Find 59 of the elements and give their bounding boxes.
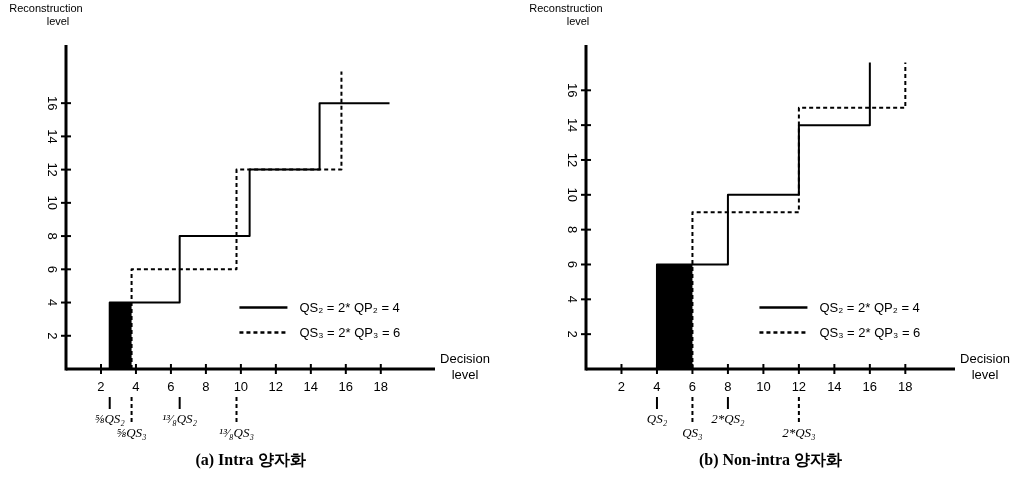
y-axis-title: Reconstruction level xyxy=(9,2,83,27)
annotation: QS₃ xyxy=(682,425,703,440)
y-tick-label: 12 xyxy=(44,162,60,177)
annotation: 2*QS₂ xyxy=(711,411,746,426)
x-tick-label: 18 xyxy=(373,379,389,394)
y-tick-label: 2 xyxy=(44,332,60,340)
y-tick-label: 14 xyxy=(564,117,580,133)
annotation-leader: QS₂ xyxy=(646,396,668,426)
annotation-leader: ⅝QS₂ xyxy=(94,396,125,426)
legend-label: QS₂ = 2* QP₂ = 4 xyxy=(819,300,920,316)
y-tick-label: 8 xyxy=(564,226,580,234)
annotation-leader: 2*QS₂ xyxy=(711,396,745,426)
y-tick-label: 6 xyxy=(564,260,580,269)
annotation: ¹³⁄₈QS₂ xyxy=(162,411,198,426)
legend-label: QS₃ = 2* QP₃ = 6 xyxy=(299,325,401,341)
annotation: ⅝QS₃ xyxy=(116,425,147,440)
x-tick-label: 12 xyxy=(268,379,284,394)
text: (b) Non-intra 양자화 xyxy=(698,451,843,469)
x-tick-label: 16 xyxy=(338,379,354,394)
y-tick-label: 14 xyxy=(44,129,60,144)
legend-label: QS₃ = 2* QP₃ = 6 xyxy=(819,325,921,341)
annotation: ¹³⁄₈QS₃ xyxy=(219,425,254,440)
x-tick-label: 12 xyxy=(791,379,807,394)
x-tick-label: 14 xyxy=(303,379,319,394)
x-axis-title: Decision level xyxy=(440,351,490,382)
x-tick-label: 14 xyxy=(827,379,842,394)
y-axis-title: Reconstruction level xyxy=(529,2,603,27)
annotation-leader: ¹³⁄₈QS₃ xyxy=(219,396,254,440)
y-tick-label: 4 xyxy=(564,295,580,303)
x-tick-label: 6 xyxy=(688,379,697,394)
annotation: QS₂ xyxy=(646,411,668,426)
y-tick-label: 8 xyxy=(44,232,60,240)
y-tick-label: 16 xyxy=(44,95,60,111)
annotation-leader: 2*QS₃ xyxy=(782,396,816,440)
x-tick-label: 4 xyxy=(132,379,140,394)
y-tick-label: 10 xyxy=(44,195,60,211)
y-tick-label: 10 xyxy=(564,187,580,203)
legend-label: QS₂ = 2* QP₂ = 4 xyxy=(299,300,400,316)
x-axis-title: Decision level xyxy=(960,351,1010,382)
annotation-leader: QS₃ xyxy=(682,396,703,440)
y-tick-label: 12 xyxy=(564,152,580,168)
x-tick-label: 8 xyxy=(724,379,732,394)
x-tick-label: 10 xyxy=(756,379,771,394)
y-tick-label: 6 xyxy=(44,265,60,273)
x-tick-label: 8 xyxy=(202,379,210,394)
x-tick-label: 2 xyxy=(617,379,626,394)
text: (a) Intra 양자화 xyxy=(195,451,306,469)
x-tick-label: 2 xyxy=(97,379,105,394)
y-tick-label: 16 xyxy=(564,83,580,98)
annotation-leader: ¹³⁄₈QS₂ xyxy=(162,396,198,426)
x-tick-label: 18 xyxy=(898,379,913,394)
x-tick-label: 10 xyxy=(233,379,249,394)
x-tick-label: 6 xyxy=(167,379,175,394)
x-tick-label: 16 xyxy=(862,379,878,394)
y-tick-label: 2 xyxy=(564,330,580,338)
annotation: 2*QS₃ xyxy=(782,425,816,440)
y-tick-label: 4 xyxy=(44,298,60,307)
x-tick-label: 4 xyxy=(653,379,661,394)
annotation: ⅝QS₂ xyxy=(94,411,126,426)
